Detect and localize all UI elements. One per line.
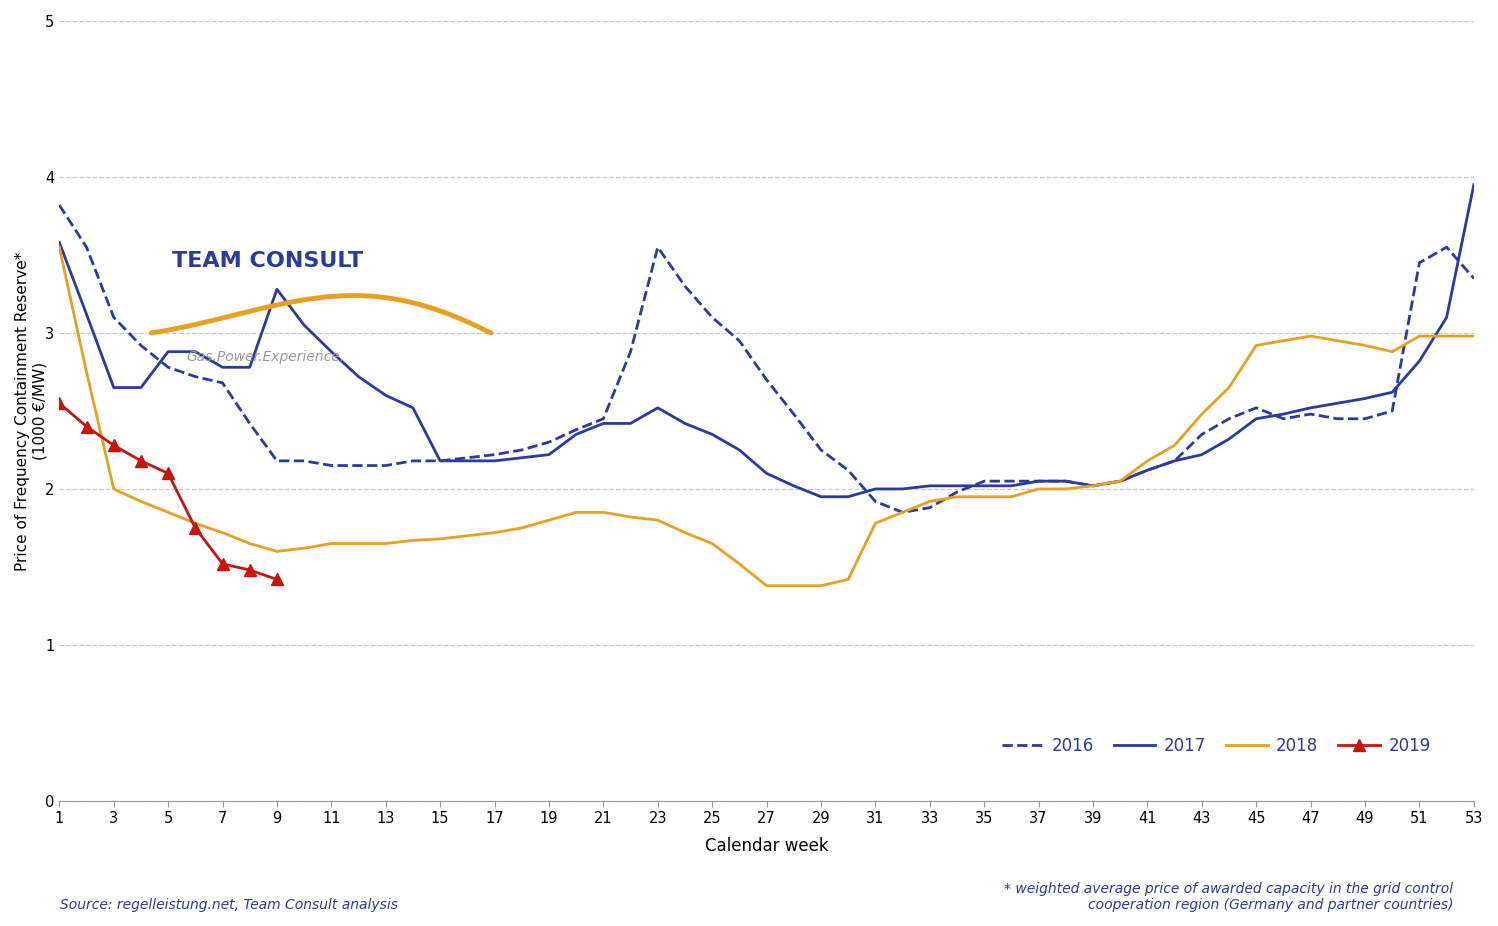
2019 (214, 558, 232, 569)
2018 (975, 491, 993, 502)
Line: 2016: 2016 (60, 205, 1474, 512)
2018 (758, 580, 776, 591)
2017 (1329, 397, 1347, 408)
Y-axis label: Price of Frequency Containment Reserve*
(1000 €/MW): Price of Frequency Containment Reserve* … (15, 251, 48, 570)
2018 (894, 507, 912, 518)
2017 (51, 237, 69, 248)
2016 (866, 495, 884, 507)
2016 (51, 199, 69, 210)
2019 (51, 397, 69, 408)
2017 (921, 481, 939, 492)
Line: 2018: 2018 (60, 247, 1474, 585)
2018 (1165, 440, 1183, 451)
Text: TEAM CONSULT: TEAM CONSULT (172, 251, 364, 270)
Text: Source: regelleistung.net, Team Consult analysis: Source: regelleistung.net, Team Consult … (60, 898, 398, 912)
2018 (431, 533, 449, 544)
2019 (241, 565, 259, 576)
2017 (894, 483, 912, 494)
2017 (1465, 180, 1483, 191)
Text: Gas.Power.Experience.: Gas.Power.Experience. (187, 350, 345, 364)
2019 (159, 468, 177, 479)
2018 (921, 495, 939, 507)
2016 (894, 507, 912, 518)
Text: * weighted average price of awarded capacity in the grid control
cooperation reg: * weighted average price of awarded capa… (1004, 882, 1453, 912)
2017 (1165, 456, 1183, 467)
X-axis label: Calendar week: Calendar week (704, 837, 828, 856)
2018 (1465, 331, 1483, 342)
2019 (268, 574, 286, 585)
2016 (1165, 456, 1183, 467)
2018 (1329, 335, 1347, 346)
2016 (1465, 273, 1483, 284)
2016 (975, 476, 993, 487)
Legend: 2016, 2017, 2018, 2019: 2016, 2017, 2018, 2019 (995, 730, 1437, 761)
2019 (132, 456, 150, 467)
2017 (812, 491, 830, 502)
Line: 2017: 2017 (60, 185, 1474, 496)
2017 (975, 481, 993, 492)
2016 (921, 502, 939, 513)
2018 (51, 242, 69, 253)
2019 (78, 421, 96, 432)
2019 (186, 522, 204, 533)
2019 (105, 440, 123, 451)
2016 (431, 456, 449, 467)
2017 (431, 456, 449, 467)
2016 (1329, 413, 1347, 424)
Line: 2019: 2019 (54, 397, 283, 585)
